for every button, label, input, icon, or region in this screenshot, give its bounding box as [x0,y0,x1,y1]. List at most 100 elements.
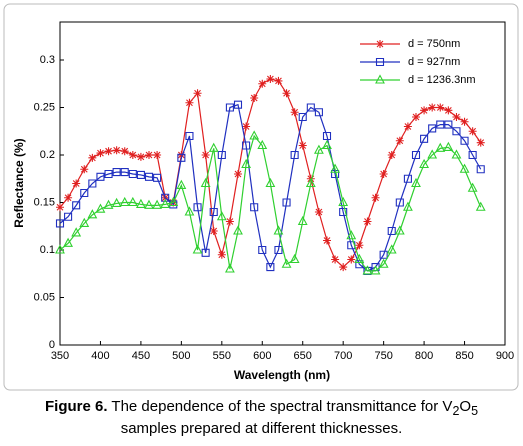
caption-text: The dependence of the spectral transmitt… [111,398,453,415]
x-tick-label: 700 [334,350,352,362]
marker [375,57,385,67]
marker [476,165,485,174]
marker [354,253,365,264]
marker [467,182,478,192]
y-axis-label: Reflectance (%) [12,138,26,227]
marker [233,100,243,109]
marker [266,75,275,83]
marker [145,151,153,159]
marker [428,103,437,112]
marker [209,207,218,217]
marker [444,106,453,115]
marker [436,103,445,112]
marker [128,169,137,179]
marker [64,212,73,221]
marker [216,211,227,221]
marker [200,177,211,188]
marker [452,127,461,136]
y-tick-label: 0.2 [40,149,55,161]
marker [298,112,307,122]
marker [411,150,421,160]
marker [305,177,316,188]
marker [298,141,307,150]
marker [127,196,138,207]
marker [420,134,429,143]
x-tick-label: 500 [172,350,190,362]
marker [411,177,421,188]
marker [281,258,292,268]
marker [234,170,242,178]
marker [290,150,299,160]
marker [266,263,275,272]
marker [136,170,145,179]
marker [460,136,469,145]
marker [322,139,332,150]
marker [80,165,89,174]
marker [436,120,445,129]
marker [476,138,485,147]
marker [184,206,195,216]
marker [144,199,154,209]
marker [376,40,384,48]
marker [241,158,252,169]
marker [323,236,331,245]
caption-line: Figure 6. The dependence of the spectral… [0,398,523,418]
marker [250,203,259,212]
marker [427,149,438,159]
marker [192,244,203,254]
marker [152,199,163,209]
marker [314,208,323,216]
marker [258,245,267,255]
marker [96,149,105,158]
marker [451,149,462,159]
marker [224,263,235,273]
marker [338,196,349,207]
marker [217,150,226,160]
marker [225,103,234,112]
marker [460,117,469,126]
caption-label: Figure 6. [44,398,108,415]
marker [347,255,356,264]
marker [444,120,453,129]
marker [475,201,486,211]
marker [120,147,129,156]
marker [297,215,308,226]
marker [313,144,324,154]
marker [403,174,412,183]
legend-label: d = 927nm [408,56,460,68]
marker [306,103,315,112]
marker [330,163,341,173]
marker [435,142,446,152]
marker [103,199,114,209]
caption-text: O [459,398,472,415]
marker [322,131,332,141]
marker [459,163,470,173]
marker [72,179,81,188]
marker [64,193,73,202]
marker [375,74,385,84]
marker [95,203,106,213]
marker [265,177,276,188]
marker [55,219,65,228]
y-tick-label: 0.15 [34,196,55,208]
caption-sub: 5 [471,404,479,418]
marker [289,253,300,264]
marker [403,122,412,131]
marker [242,141,251,150]
marker [153,173,162,182]
y-tick-label: 0.05 [34,291,55,303]
marker [282,89,291,98]
x-axis-label: Wavelength (nm) [234,368,330,382]
marker [208,142,219,152]
x-tick-label: 850 [455,350,473,362]
marker [420,106,429,115]
chart: Wavelength (nm) Reflectance (%) 0 0.05 0.1… [3,3,519,391]
marker [87,209,98,219]
marker [112,146,121,155]
y-tick-label: 0.3 [40,54,55,66]
marker [177,153,186,162]
marker [233,225,243,235]
marker [274,76,283,85]
marker [161,193,170,202]
marker [468,127,477,136]
